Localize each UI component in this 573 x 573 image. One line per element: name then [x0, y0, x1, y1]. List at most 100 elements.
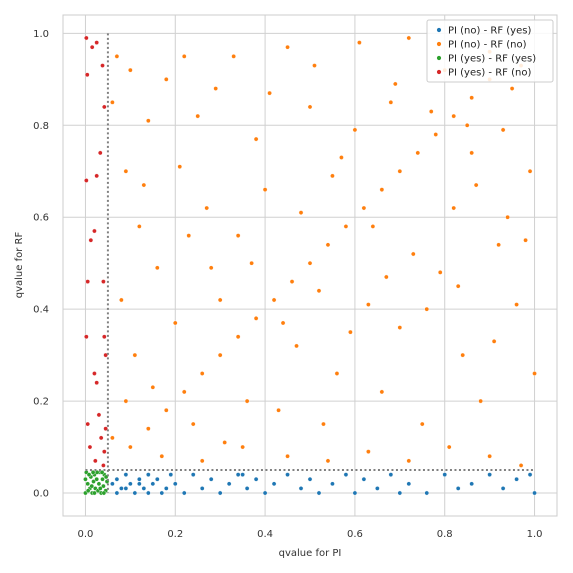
point-series-1	[123, 398, 129, 404]
point-series-3	[103, 426, 108, 431]
point-series-0	[285, 472, 290, 477]
point-series-2	[85, 488, 91, 494]
point-series-1	[312, 63, 317, 68]
point-series-0	[137, 476, 142, 482]
point-series-1	[357, 40, 362, 45]
threshold-lines	[85, 33, 535, 494]
point-series-0	[110, 481, 115, 487]
point-series-3	[84, 72, 90, 78]
point-series-1	[262, 187, 268, 192]
point-series-0	[330, 481, 335, 487]
point-series-0	[114, 490, 120, 496]
y-tick-label: 0.8	[33, 121, 49, 132]
point-series-1	[379, 389, 385, 395]
point-series-0	[343, 472, 349, 477]
legend-label: PI (no) - RF (no)	[448, 40, 527, 51]
x-tick-label: 1.0	[527, 529, 543, 540]
point-series-1	[469, 95, 474, 101]
point-series-1	[181, 389, 187, 395]
point-series-0	[114, 476, 120, 482]
point-series-1	[276, 407, 281, 413]
point-series-1	[298, 210, 304, 215]
point-series-1	[451, 113, 457, 119]
point-series-2	[97, 486, 103, 491]
point-series-0	[253, 476, 259, 482]
point-series-1	[366, 302, 371, 307]
point-series-1	[518, 463, 524, 468]
point-series-0	[514, 476, 519, 482]
point-series-1	[280, 320, 286, 326]
point-series-1	[289, 279, 295, 284]
point-series-0	[132, 490, 138, 496]
legend-marker	[436, 41, 442, 47]
x-tick-label: 0.4	[257, 529, 273, 540]
point-series-3	[101, 463, 106, 468]
point-series-1	[415, 150, 421, 156]
point-series-0	[527, 472, 533, 477]
point-series-1	[155, 265, 160, 271]
point-series-0	[217, 490, 223, 496]
point-series-1	[428, 109, 434, 114]
y-tick-label: 0.4	[33, 305, 49, 316]
point-series-1	[307, 104, 313, 110]
y-tick-label: 0.0	[33, 489, 49, 500]
point-series-1	[204, 205, 210, 211]
point-series-2	[96, 481, 102, 487]
point-series-1	[321, 421, 326, 427]
point-series-3	[85, 421, 90, 427]
point-series-1	[231, 54, 236, 59]
point-series-1	[334, 371, 340, 376]
point-series-3	[94, 40, 99, 45]
point-series-3	[85, 279, 90, 284]
data-points	[83, 35, 537, 496]
point-series-1	[199, 371, 205, 376]
point-series-1	[114, 54, 120, 59]
point-series-3	[92, 228, 97, 234]
point-series-0	[146, 472, 151, 477]
point-series-3	[101, 279, 106, 284]
y-axis-label: qvalue for RF	[14, 232, 25, 299]
point-series-1	[146, 118, 151, 124]
legend-label: PI (yes) - RF (no)	[448, 68, 531, 79]
point-series-1	[190, 421, 196, 427]
point-series-0	[119, 486, 124, 491]
legend-marker	[436, 27, 442, 33]
point-series-1	[393, 81, 398, 87]
point-series-3	[102, 449, 107, 454]
point-series-3	[103, 352, 108, 358]
point-series-1	[253, 316, 259, 321]
point-series-1	[217, 297, 223, 303]
point-series-2	[86, 472, 92, 477]
point-series-3	[84, 35, 89, 41]
point-series-1	[348, 329, 353, 335]
point-series-2	[83, 476, 88, 482]
x-tick-label: 0.8	[437, 529, 453, 540]
point-series-0	[155, 476, 160, 482]
point-series-0	[123, 486, 129, 491]
point-series-1	[244, 398, 250, 404]
point-series-2	[101, 490, 107, 496]
point-series-1	[397, 325, 403, 330]
point-series-0	[141, 486, 147, 491]
point-series-1	[460, 352, 465, 358]
point-series-1	[361, 205, 367, 211]
point-series-3	[94, 380, 99, 386]
point-series-1	[437, 270, 443, 275]
legend-marker	[436, 55, 442, 61]
point-series-3	[87, 444, 93, 450]
point-series-1	[240, 444, 245, 450]
point-series-1	[253, 136, 259, 142]
point-series-2	[99, 470, 105, 475]
point-series-3	[98, 435, 104, 441]
point-series-0	[199, 486, 205, 491]
point-series-1	[267, 90, 272, 96]
point-series-0	[262, 490, 268, 496]
point-series-0	[352, 490, 358, 496]
point-series-0	[469, 481, 474, 487]
point-series-0	[244, 486, 250, 491]
point-series-1	[424, 306, 430, 312]
point-series-1	[163, 77, 169, 82]
point-series-1	[509, 86, 515, 91]
point-series-0	[168, 472, 174, 477]
point-series-1	[406, 458, 412, 464]
